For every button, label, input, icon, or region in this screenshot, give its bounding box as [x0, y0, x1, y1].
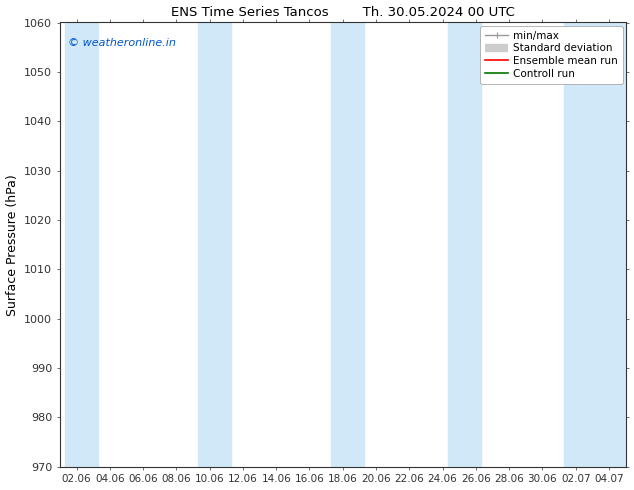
Bar: [65, 23, 98, 467]
Bar: [198, 23, 231, 467]
Bar: [448, 23, 481, 467]
Title: ENS Time Series Tancos        Th. 30.05.2024 00 UTC: ENS Time Series Tancos Th. 30.05.2024 00…: [171, 5, 515, 19]
Bar: [331, 23, 365, 467]
Text: © weatheronline.in: © weatheronline.in: [68, 38, 176, 48]
Legend: min/max, Standard deviation, Ensemble mean run, Controll run: min/max, Standard deviation, Ensemble me…: [481, 25, 623, 84]
Y-axis label: Surface Pressure (hPa): Surface Pressure (hPa): [6, 174, 18, 316]
Bar: [564, 23, 634, 467]
